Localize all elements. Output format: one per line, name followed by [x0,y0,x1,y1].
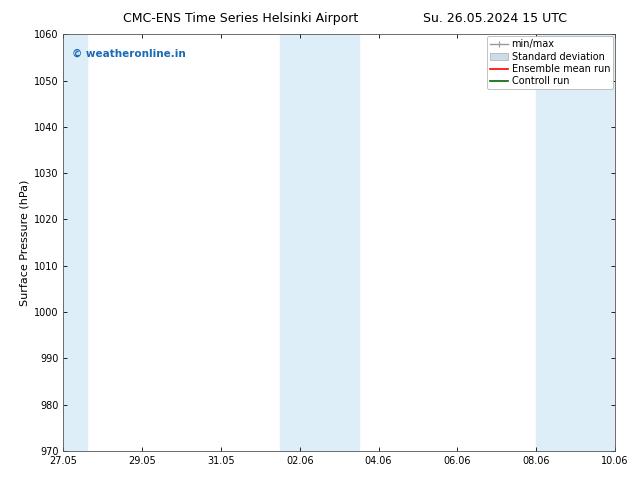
Text: © weatheronline.in: © weatheronline.in [72,49,185,59]
Bar [63,34,87,451]
Bar [280,34,359,451]
Text: CMC-ENS Time Series Helsinki Airport: CMC-ENS Time Series Helsinki Airport [123,12,359,25]
Text: Su. 26.05.2024 15 UTC: Su. 26.05.2024 15 UTC [422,12,567,25]
Legend: min/max, Standard deviation, Ensemble mean run, Controll run: min/max, Standard deviation, Ensemble me… [488,36,613,89]
Y-axis label: Surface Pressure (hPa): Surface Pressure (hPa) [20,179,30,306]
Bar [536,34,615,451]
